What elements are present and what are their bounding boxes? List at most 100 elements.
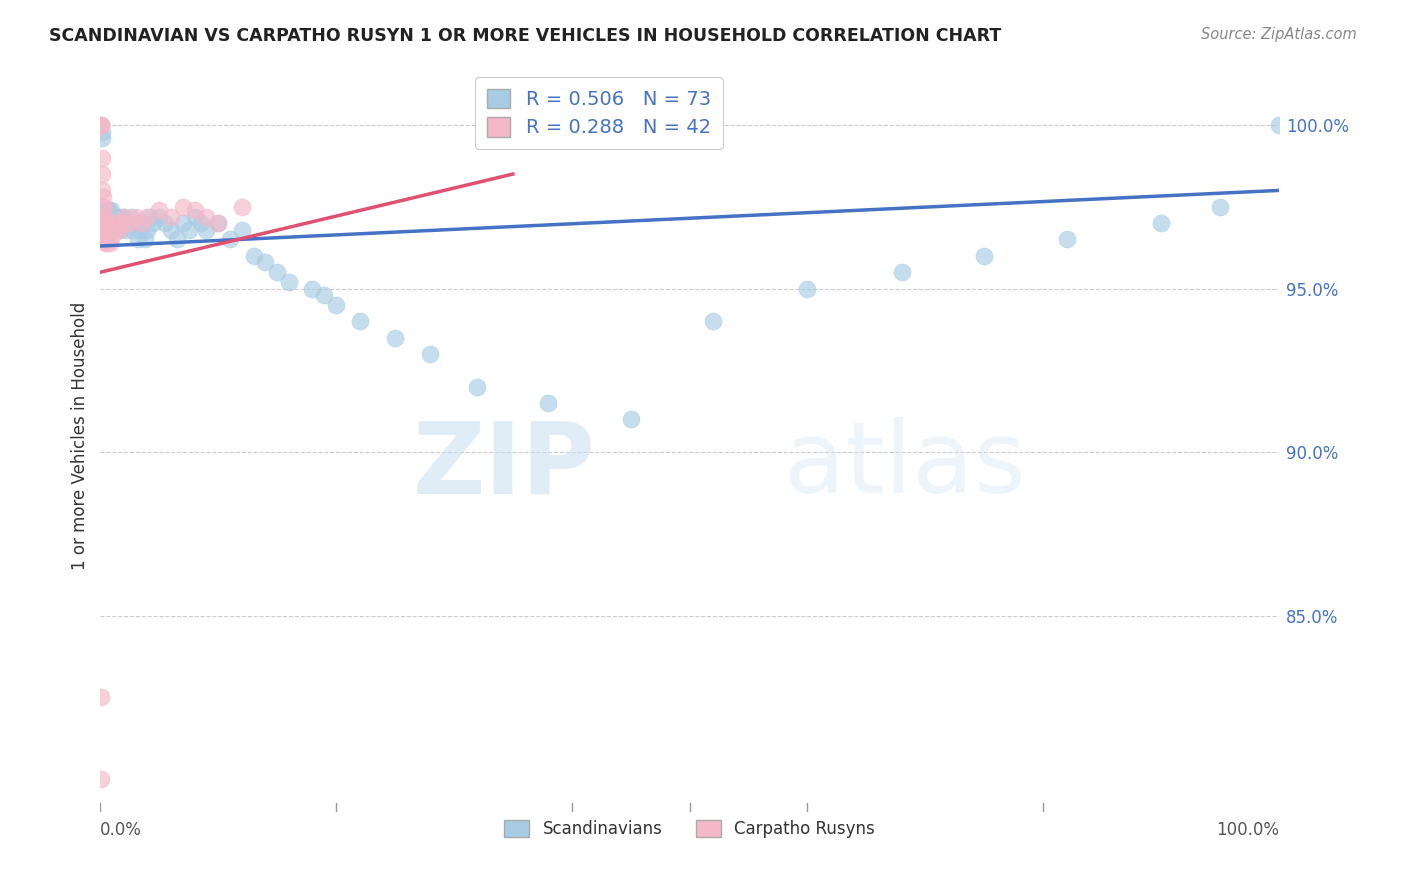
Text: atlas: atlas	[785, 417, 1025, 515]
Point	[98, 210, 121, 224]
Point	[103, 222, 125, 236]
Point	[172, 200, 194, 214]
Point	[195, 210, 218, 224]
Point	[127, 232, 149, 246]
Point	[160, 222, 183, 236]
Point	[183, 210, 205, 224]
Point	[104, 210, 127, 224]
Point	[117, 216, 139, 230]
Point	[107, 216, 129, 230]
Point	[277, 275, 299, 289]
Point	[110, 216, 132, 230]
Point	[125, 216, 148, 230]
Point	[122, 222, 145, 236]
Point	[108, 210, 131, 224]
Point	[254, 255, 277, 269]
Point	[166, 232, 188, 246]
Point	[325, 298, 347, 312]
Point	[101, 229, 124, 244]
Point	[110, 216, 132, 230]
Point	[172, 216, 194, 230]
Point	[90, 167, 112, 181]
Point	[100, 222, 122, 236]
Point	[103, 222, 125, 236]
Point	[177, 222, 200, 236]
Point	[105, 222, 128, 236]
Point	[1150, 216, 1173, 230]
Point	[94, 235, 117, 250]
Point	[207, 216, 229, 230]
Point	[97, 222, 120, 236]
Point	[136, 210, 159, 224]
Point	[96, 210, 118, 224]
Point	[796, 281, 818, 295]
Point	[118, 216, 141, 230]
Point	[91, 222, 114, 236]
Point	[131, 216, 153, 230]
Point	[139, 210, 162, 224]
Point	[90, 118, 112, 132]
Point	[620, 412, 643, 426]
Point	[195, 222, 218, 236]
Text: SCANDINAVIAN VS CARPATHO RUSYN 1 OR MORE VEHICLES IN HOUSEHOLD CORRELATION CHART: SCANDINAVIAN VS CARPATHO RUSYN 1 OR MORE…	[49, 27, 1001, 45]
Point	[702, 314, 724, 328]
Point	[96, 202, 118, 217]
Point	[96, 210, 118, 224]
Point	[93, 232, 115, 246]
Point	[134, 232, 156, 246]
Point	[153, 216, 176, 230]
Point	[96, 216, 118, 230]
Point	[349, 314, 371, 328]
Point	[100, 222, 122, 236]
Point	[98, 235, 121, 250]
Point	[1209, 200, 1232, 214]
Point	[132, 216, 155, 230]
Point	[94, 216, 117, 230]
Point	[890, 265, 912, 279]
Legend: Scandinavians, Carpatho Rusyns: Scandinavians, Carpatho Rusyns	[498, 814, 882, 845]
Point	[231, 222, 253, 236]
Point	[207, 216, 229, 230]
Point	[94, 222, 117, 236]
Point	[1056, 232, 1078, 246]
Point	[1268, 118, 1291, 132]
Point	[537, 396, 560, 410]
Point	[115, 222, 138, 236]
Point	[93, 200, 115, 214]
Point	[467, 379, 489, 393]
Point	[90, 183, 112, 197]
Point	[120, 210, 142, 224]
Point	[108, 222, 131, 236]
Point	[973, 249, 995, 263]
Point	[112, 210, 135, 224]
Text: 100.0%: 100.0%	[1216, 821, 1279, 838]
Point	[266, 265, 288, 279]
Point	[384, 330, 406, 344]
Point	[94, 210, 117, 224]
Text: Source: ZipAtlas.com: Source: ZipAtlas.com	[1201, 27, 1357, 42]
Point	[110, 222, 132, 236]
Point	[419, 347, 441, 361]
Point	[90, 690, 112, 705]
Point	[219, 232, 242, 246]
Point	[97, 202, 120, 217]
Point	[190, 216, 212, 230]
Point	[96, 229, 118, 244]
Point	[231, 200, 253, 214]
Point	[96, 216, 118, 230]
Point	[96, 222, 118, 236]
Point	[98, 216, 121, 230]
Point	[148, 210, 170, 224]
Point	[94, 222, 117, 236]
Point	[90, 124, 112, 138]
Point	[136, 222, 159, 236]
Point	[112, 210, 135, 224]
Point	[242, 249, 264, 263]
Point	[96, 235, 118, 250]
Point	[90, 200, 112, 214]
Point	[129, 222, 152, 236]
Y-axis label: 1 or more Vehicles in Household: 1 or more Vehicles in Household	[72, 301, 89, 570]
Point	[105, 216, 128, 230]
Point	[91, 210, 114, 224]
Point	[125, 210, 148, 224]
